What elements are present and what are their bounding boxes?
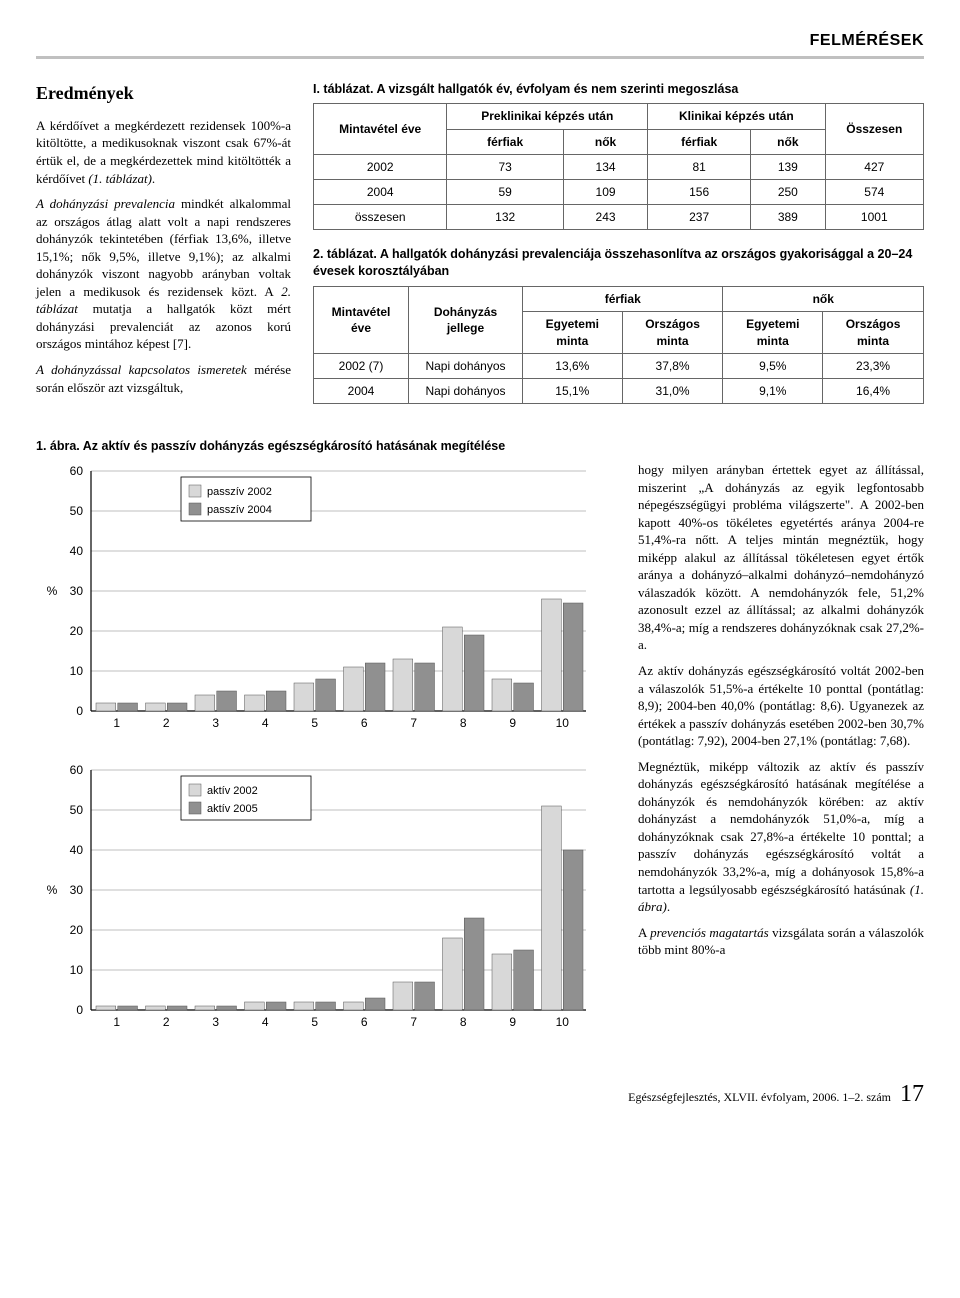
svg-text:8: 8 — [460, 716, 467, 730]
svg-text:4: 4 — [262, 1015, 269, 1029]
page-number: 17 — [900, 1081, 924, 1107]
table1-head-klinikai: Klinikai képzés után — [648, 104, 825, 129]
svg-text:30: 30 — [70, 584, 84, 598]
svg-text:40: 40 — [70, 843, 84, 857]
svg-text:1: 1 — [113, 716, 120, 730]
table2-head-eg2: Egyetemi minta — [723, 312, 823, 353]
svg-text:10: 10 — [556, 1015, 570, 1029]
table1-caption: I. táblázat. A vizsgált hallgatók év, év… — [313, 81, 924, 98]
svg-text:50: 50 — [70, 504, 84, 518]
svg-text:0: 0 — [76, 1003, 83, 1017]
table1: Mintavétel éve Preklinikai képzés után K… — [313, 103, 924, 230]
table2-head-eg1: Egyetemi minta — [523, 312, 623, 353]
right-para: Az aktív dohányzás egészségkárosító volt… — [638, 662, 924, 750]
table1-head-mintavetel: Mintavétel éve — [314, 104, 447, 154]
svg-text:1: 1 — [113, 1015, 120, 1029]
table-row: összesen1322432373891001 — [314, 205, 924, 230]
table2-head-mintavetel: Mintavétel éve — [314, 287, 409, 354]
results-heading: Eredmények — [36, 81, 291, 105]
table2-caption: 2. táblázat. A hallgatók dohányzási prev… — [313, 246, 924, 280]
table2-head-or1: Országos minta — [622, 312, 723, 353]
svg-text:5: 5 — [311, 716, 318, 730]
right-text-column: hogy milyen arányban értettek egyet az á… — [638, 461, 924, 1058]
svg-text:%: % — [47, 883, 58, 897]
table-row: 2004Napi dohányos15,1%31,0%9,1%16,4% — [314, 378, 924, 403]
svg-text:7: 7 — [410, 716, 417, 730]
svg-text:4: 4 — [262, 716, 269, 730]
table1-head-ferfiak2: férfiak — [648, 129, 751, 154]
table-row: 2002 (7)Napi dohányos13,6%37,8%9,5%23,3% — [314, 353, 924, 378]
left-para: A dohányzási prevalencia mindkét alkalom… — [36, 195, 291, 353]
svg-text:aktív 2002: aktív 2002 — [207, 785, 258, 797]
svg-text:passzív 2004: passzív 2004 — [207, 504, 272, 516]
right-para: hogy milyen arányban értettek egyet az á… — [638, 461, 924, 654]
svg-text:10: 10 — [556, 716, 570, 730]
table1-head-ferfiak1: férfiak — [447, 129, 564, 154]
svg-text:passzív 2002: passzív 2002 — [207, 486, 272, 498]
table1-head-osszesen: Összesen — [825, 104, 923, 154]
table1-head-nok2: nők — [751, 129, 825, 154]
table2-head-dohanyzas: Dohányzás jellege — [409, 287, 523, 354]
right-para: A prevenciós magatartás vizsgálata során… — [638, 924, 924, 959]
table1-head-nok1: nők — [563, 129, 647, 154]
svg-text:60: 60 — [70, 763, 84, 777]
svg-text:%: % — [47, 584, 58, 598]
figure1-caption: 1. ábra. Az aktív és passzív dohányzás e… — [36, 438, 924, 455]
svg-text:2: 2 — [163, 1015, 170, 1029]
svg-text:5: 5 — [311, 1015, 318, 1029]
left-para: A dohányzással kapcsolatos ismeretek mér… — [36, 361, 291, 396]
table1-head-preklinikai: Preklinikai képzés után — [447, 104, 648, 129]
svg-text:2: 2 — [163, 716, 170, 730]
table-row: 200459109156250574 — [314, 180, 924, 205]
table2-head-ferfiak: férfiak — [523, 287, 723, 312]
svg-text:7: 7 — [410, 1015, 417, 1029]
svg-text:10: 10 — [70, 664, 84, 678]
section-header: FELMÉRÉSEK — [36, 30, 924, 59]
chart-active: 0 10 20 30 40 50 60% 1 2 3 4 5 6 7 8 9 10 aktív 2002 aktív… — [36, 760, 616, 1045]
svg-text:3: 3 — [212, 1015, 219, 1029]
svg-text:8: 8 — [460, 1015, 467, 1029]
svg-text:10: 10 — [70, 963, 84, 977]
svg-text:3: 3 — [212, 716, 219, 730]
svg-text:20: 20 — [70, 624, 84, 638]
svg-text:20: 20 — [70, 923, 84, 937]
svg-text:6: 6 — [361, 1015, 368, 1029]
page-footer: Egészségfejlesztés, XLVII. évfolyam, 200… — [36, 1078, 924, 1110]
right-tables-column: I. táblázat. A vizsgált hallgatók év, év… — [313, 81, 924, 421]
svg-text:0: 0 — [76, 704, 83, 718]
left-column: Eredmények A kérdőívet a megkérdezett re… — [36, 81, 291, 421]
table2-head-nok: nők — [723, 287, 924, 312]
footer-journal: Egészségfejlesztés, XLVII. évfolyam, 200… — [628, 1090, 891, 1104]
svg-text:6: 6 — [361, 716, 368, 730]
right-para: Megnéztük, miképp változik az aktív és p… — [638, 758, 924, 916]
table2: Mintavétel éve Dohányzás jellege férfiak… — [313, 286, 924, 404]
svg-text:40: 40 — [70, 544, 84, 558]
svg-text:9: 9 — [509, 1015, 516, 1029]
chart-passive: 0 10 20 30 40 50 60% 1 2 3 4 5 6 7 8 9 10 passzív 2002 pas… — [36, 461, 616, 746]
svg-text:9: 9 — [509, 716, 516, 730]
charts-column: 0102030405060%12345678910passzív 2002pas… — [36, 461, 616, 1058]
svg-text:60: 60 — [70, 464, 84, 478]
svg-text:aktív 2005: aktív 2005 — [207, 803, 258, 815]
left-para: A kérdőívet a megkérdezett rezidensek 10… — [36, 117, 291, 187]
table-row: 20027313481139427 — [314, 154, 924, 179]
svg-text:50: 50 — [70, 803, 84, 817]
table2-head-or2: Országos minta — [823, 312, 924, 353]
svg-text:30: 30 — [70, 883, 84, 897]
